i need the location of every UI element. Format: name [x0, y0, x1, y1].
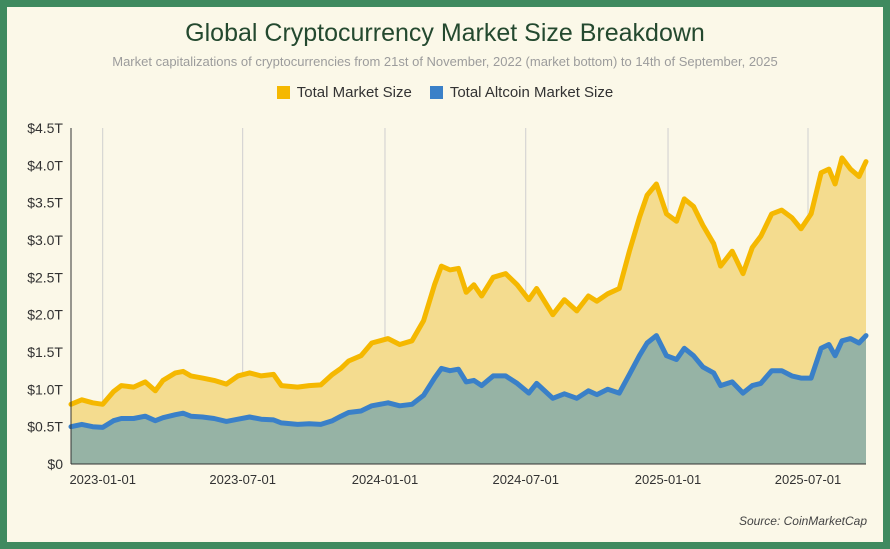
chart-card: Global Cryptocurrency Market Size Breakd… [7, 7, 883, 542]
chart-plot: 2023-01-01 2023-07-01 2024-01-01 2024-07-01… [27, 120, 869, 487]
chart-subtitle: Market capitalizations of cryptocurrenci… [112, 54, 778, 69]
legend-swatch-altcoin [429, 86, 443, 99]
y-tick-label: $2.0T [27, 307, 63, 323]
legend-label-total: Total Market Size [296, 84, 412, 101]
legend-item-altcoin[interactable]: Total Altcoin Market Size [429, 84, 614, 101]
x-tick-label: 2025-01-01 [635, 472, 702, 487]
y-tick-label: $1.5T [27, 344, 63, 360]
chart-title: Global Cryptocurrency Market Size Breakd… [185, 19, 705, 47]
y-tick-label: $3.5T [27, 195, 63, 211]
legend-item-total[interactable]: Total Market Size [276, 84, 412, 101]
y-tick-label: $3.0T [27, 232, 63, 248]
y-tick-label: $4.0T [27, 157, 63, 173]
altcoin-market-area [71, 335, 866, 464]
x-tick-label: 2023-07-01 [209, 472, 276, 487]
source-note: Source: CoinMarketCap [738, 514, 867, 528]
y-tick-label: $4.5T [27, 120, 63, 136]
legend-label-altcoin: Total Altcoin Market Size [449, 84, 614, 101]
y-tick-label: $2.5T [27, 269, 63, 285]
legend-swatch-total [276, 86, 290, 99]
y-tick-label: $1.0T [27, 381, 63, 397]
chart-legend: Total Market Size Total Altcoin Market S… [7, 84, 883, 101]
x-tick-label: 2024-01-01 [352, 472, 419, 487]
y-tick-label: $0.5T [27, 419, 63, 435]
x-tick-label: 2025-07-01 [775, 472, 842, 487]
altcoin-market-line [68, 333, 869, 430]
y-tick-label: $0 [47, 456, 63, 472]
x-tick-label: 2023-01-01 [69, 472, 136, 487]
total-market-line [68, 155, 869, 407]
x-tick-label: 2024-07-01 [492, 472, 559, 487]
